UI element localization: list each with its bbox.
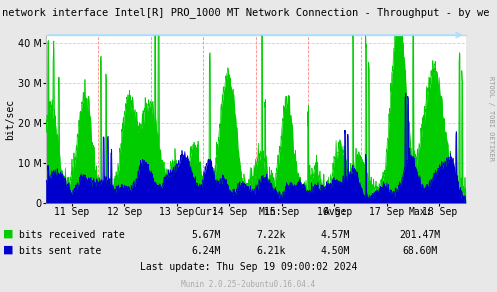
Text: 7.22k: 7.22k bbox=[256, 230, 286, 240]
Text: Cur:: Cur: bbox=[194, 207, 218, 217]
Text: Munin 2.0.25-2ubuntu0.16.04.4: Munin 2.0.25-2ubuntu0.16.04.4 bbox=[181, 280, 316, 289]
Text: Max:: Max: bbox=[408, 207, 432, 217]
Text: ■: ■ bbox=[2, 245, 13, 255]
Text: 6.24M: 6.24M bbox=[191, 246, 221, 256]
Text: 201.47M: 201.47M bbox=[400, 230, 440, 240]
Text: ■: ■ bbox=[2, 229, 13, 239]
Text: 6.21k: 6.21k bbox=[256, 246, 286, 256]
Text: bits received rate: bits received rate bbox=[19, 230, 125, 240]
Text: RTOOL / TOBI OETIKER: RTOOL / TOBI OETIKER bbox=[488, 76, 494, 161]
Text: 4.50M: 4.50M bbox=[321, 246, 350, 256]
Text: 68.60M: 68.60M bbox=[403, 246, 437, 256]
Text: 5.67M: 5.67M bbox=[191, 230, 221, 240]
Text: Avg:: Avg: bbox=[324, 207, 347, 217]
Y-axis label: bit/sec: bit/sec bbox=[5, 98, 15, 140]
Text: network interface Intel[R] PRO_1000 MT Network Connection - Throughput - by we: network interface Intel[R] PRO_1000 MT N… bbox=[2, 7, 490, 18]
Text: 4.57M: 4.57M bbox=[321, 230, 350, 240]
Text: Last update: Thu Sep 19 09:00:02 2024: Last update: Thu Sep 19 09:00:02 2024 bbox=[140, 262, 357, 272]
Text: Min:: Min: bbox=[259, 207, 283, 217]
Text: bits sent rate: bits sent rate bbox=[19, 246, 101, 256]
